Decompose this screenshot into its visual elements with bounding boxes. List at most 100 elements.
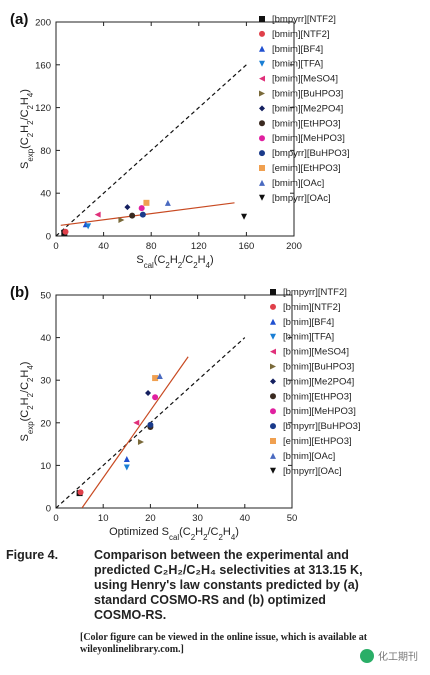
legend-label: [bmim][BF4] — [272, 44, 323, 55]
x-tick-label: 30 — [192, 513, 203, 524]
figure-label: Figure 4. — [6, 548, 59, 562]
x-tick-label: 80 — [146, 241, 157, 252]
y-axis-label-part: 2 — [26, 378, 35, 382]
legend-marker — [270, 318, 276, 325]
data-point — [77, 489, 84, 496]
legend-marker — [270, 289, 276, 295]
fit-line — [60, 202, 235, 226]
legend-label: [bmim][Me2PO4] — [272, 103, 343, 114]
data-point — [62, 228, 69, 235]
y-axis-label-part: H — [19, 125, 31, 133]
legend-label: [bmpyrr][BuHPO3] — [283, 421, 361, 432]
legend-marker — [259, 45, 265, 52]
parity-line — [56, 64, 247, 236]
y-tick-label: 160 — [35, 60, 51, 71]
legend-label: [bmim][MeHPO3] — [283, 406, 356, 417]
legend-label: [bmim][EtHPO3] — [272, 118, 341, 129]
y-tick-label: 120 — [35, 103, 51, 114]
x-axis-label-part: 2 — [178, 261, 182, 270]
legend-marker — [259, 105, 265, 112]
watermark-text: 化工期刊 — [378, 652, 418, 663]
x-axis-label: Scal(C2H2/C2H4) — [136, 254, 213, 270]
x-axis-label-part: ( — [179, 526, 183, 538]
y-axis-label-part: / — [19, 116, 31, 120]
legend-marker — [270, 363, 276, 370]
data-point — [152, 375, 159, 382]
x-axis-label-part: H — [170, 254, 178, 266]
panel-label: (b) — [10, 284, 29, 301]
x-axis-label-part: cal — [144, 261, 154, 270]
y-axis-label-part: H — [19, 370, 31, 378]
x-tick-label: 50 — [287, 513, 298, 524]
legend-label: [bmim][TFA] — [272, 59, 323, 70]
x-axis-label-part: C — [157, 254, 165, 266]
legend-label: [bmim][MeSO4] — [272, 74, 338, 85]
legend-marker — [259, 165, 265, 171]
x-axis-label: Optimized Scal(C2H2/C2H4) — [109, 526, 239, 542]
y-axis-label-part: ) — [19, 89, 31, 93]
legend-marker — [259, 75, 265, 82]
watermark: 化工期刊 — [360, 648, 418, 663]
y-axis-label-part: C — [19, 382, 31, 390]
y-axis-label-part: 2 — [26, 105, 35, 109]
legend-label: [bmim][NTF2] — [283, 302, 341, 313]
x-axis-label-part: 2 — [191, 533, 195, 542]
y-axis-label-part: ) — [19, 362, 31, 366]
legend-marker — [270, 438, 276, 444]
y-axis-label-part: 4 — [26, 365, 35, 370]
color-note: [Color figure can be viewed in the onlin… — [80, 632, 368, 655]
y-axis-label-part: 2 — [26, 393, 35, 397]
x-axis-label-part: ) — [210, 254, 214, 266]
legend-marker — [270, 452, 276, 459]
y-axis-label-part: C — [19, 109, 31, 117]
legend-label: [bmim][Me2PO4] — [283, 376, 354, 387]
y-axis-label-part: ( — [19, 145, 31, 149]
y-axis-label-part: / — [19, 389, 31, 393]
x-axis-label-part: C — [183, 526, 191, 538]
data-point — [139, 211, 146, 218]
x-axis-label-part: / — [182, 254, 186, 266]
legend-label: [emim][EtHPO3] — [272, 163, 341, 174]
caption-line: using Henry's law constants predicted by… — [94, 578, 359, 592]
legend-marker — [270, 393, 276, 400]
x-axis-label-part: 2 — [219, 533, 223, 542]
legend-label: [bmim][TFA] — [283, 332, 334, 343]
x-axis-label-part: ( — [154, 254, 158, 266]
data-point — [145, 389, 152, 396]
legend-label: [bmim][EtHPO3] — [283, 391, 352, 402]
legend-label: [bmpyrr][BuHPO3] — [272, 148, 350, 159]
x-axis-label-part: H — [223, 526, 231, 538]
legend-marker — [259, 30, 265, 37]
legend-marker — [259, 60, 265, 67]
y-axis-label-part: exp — [26, 148, 35, 161]
x-axis-label-part: S — [136, 254, 143, 266]
y-tick-label: 200 — [35, 18, 51, 29]
data-point — [156, 372, 163, 379]
legend-marker — [259, 150, 265, 157]
x-axis-label-part: 4 — [206, 261, 211, 270]
data-point — [129, 212, 136, 219]
data-point — [152, 394, 159, 401]
x-tick-label: 160 — [238, 241, 254, 252]
x-tick-label: 20 — [145, 513, 156, 524]
y-axis-label-part: C — [19, 410, 31, 418]
data-point — [241, 213, 248, 220]
x-tick-label: 40 — [98, 241, 109, 252]
x-tick-label: 0 — [53, 513, 58, 524]
legend-label: [bmpyrr][OAc] — [272, 193, 331, 204]
legend-marker — [259, 120, 265, 127]
panel-label: (a) — [10, 11, 28, 28]
legend-label: [bmpyrr][NTF2] — [283, 287, 347, 298]
fit-line — [81, 356, 189, 508]
y-axis-label-part: 2 — [26, 133, 35, 137]
caption-line: COSMO-RS. — [94, 608, 167, 622]
data-point — [137, 438, 144, 445]
legend-marker — [259, 135, 265, 142]
y-axis-label-part: 2 — [26, 405, 35, 409]
y-axis-label-part: S — [19, 434, 31, 441]
legend-marker — [270, 467, 276, 474]
legend-label: [emim][EtHPO3] — [283, 436, 352, 447]
legend-label: [bmim][BuHPO3] — [272, 89, 343, 100]
y-axis-label-part: H — [19, 97, 31, 105]
legend-marker — [259, 194, 265, 201]
